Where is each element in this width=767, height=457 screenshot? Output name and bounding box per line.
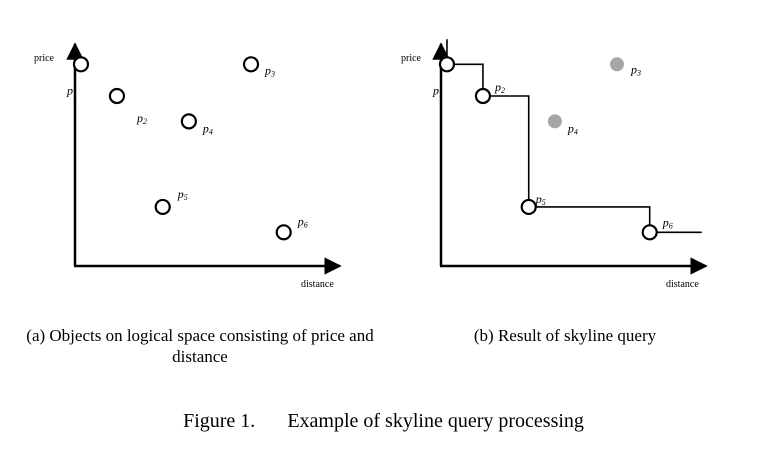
panel-a-caption: (a) Objects on logical space consisting … <box>26 326 374 366</box>
point-p4 <box>180 113 197 130</box>
label-p4: p4 <box>202 121 213 136</box>
point-p2 <box>108 87 126 105</box>
label-p6: p6 <box>662 215 673 230</box>
point-p3-dominated <box>610 57 625 72</box>
panel-b-plot: price distance p1 p2 p3 p4 p5 p6 <box>401 39 708 290</box>
point-p6 <box>641 224 658 241</box>
figure-caption: Figure 1. Example of skyline query proces… <box>0 410 767 433</box>
figure-number: Figure 1. <box>183 410 256 432</box>
label-p2: p2 <box>136 111 147 126</box>
label-p6: p6 <box>297 214 308 229</box>
label-p1: p1 <box>66 83 77 98</box>
panel-b-y-axis-label: price <box>401 53 422 64</box>
point-p3 <box>242 56 260 73</box>
panel-b-x-axis-label: distance <box>666 279 699 290</box>
skyline-staircase <box>446 39 702 234</box>
point-p5 <box>154 198 171 216</box>
panel-a-plot: price distance p1 p2 p3 p4 p5 p6 <box>34 42 342 290</box>
panel-b-caption: (b) Result of skyline query <box>473 326 657 345</box>
label-p3: p3 <box>264 63 275 78</box>
panel-a-x-axis-label: distance <box>301 279 334 290</box>
point-p4-dominated <box>547 114 562 129</box>
point-p6 <box>275 224 292 241</box>
panel-a-y-axis-label: price <box>34 53 55 64</box>
label-p4: p4 <box>567 121 578 136</box>
label-p5: p5 <box>177 187 188 202</box>
point-p1 <box>438 56 456 73</box>
point-p5 <box>520 198 537 216</box>
point-p1 <box>72 56 90 73</box>
point-p2 <box>474 87 492 105</box>
figure-title: Example of skyline query processing <box>287 410 584 432</box>
label-p2: p2 <box>494 80 505 95</box>
label-p1: p1 <box>432 83 443 98</box>
label-p3: p3 <box>630 62 641 77</box>
label-p5: p5 <box>535 192 546 207</box>
